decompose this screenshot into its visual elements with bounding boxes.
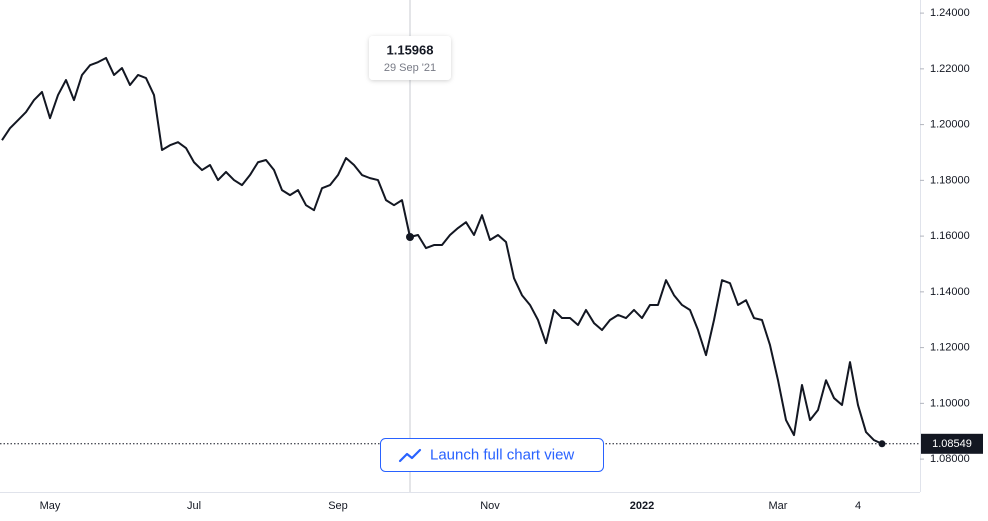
hover-point [406, 232, 414, 241]
y-tick-label: 1.10000 [930, 397, 970, 409]
price-line [1, 56, 883, 445]
x-tick-label: Sep [328, 500, 348, 512]
button-icon [398, 448, 422, 463]
last-value-label: 1.08549 [932, 438, 972, 450]
tooltip-date: 29 Sep '21 [384, 62, 436, 74]
y-tick-label: 1.08000 [930, 453, 970, 465]
y-tick-label: 1.20000 [930, 119, 970, 131]
tooltip-value: 1.15968 [387, 42, 434, 57]
y-tick-label: 1.16000 [930, 230, 970, 242]
last-value-tag [921, 433, 983, 454]
x-tick-label: 2022 [630, 500, 654, 512]
tooltip-box [369, 36, 451, 80]
y-tick-label: 1.12000 [930, 342, 970, 354]
x-tick-label: 4 [855, 500, 861, 512]
y-tick-label: 1.22000 [930, 63, 970, 75]
x-tick-label: May [40, 500, 61, 512]
y-tick-label: 1.14000 [930, 286, 970, 298]
last-point [878, 440, 886, 448]
x-tick-label: Jul [187, 500, 201, 512]
y-tick-label: 1.18000 [930, 174, 970, 186]
launch-button[interactable]: Launch full chart view [380, 438, 604, 472]
button-label: Launch full chart view [430, 446, 574, 463]
y-tick-label: 1.24000 [930, 7, 970, 19]
x-tick-label: Mar [769, 500, 788, 512]
button-frame [380, 438, 604, 472]
x-tick-label: Nov [480, 500, 500, 512]
